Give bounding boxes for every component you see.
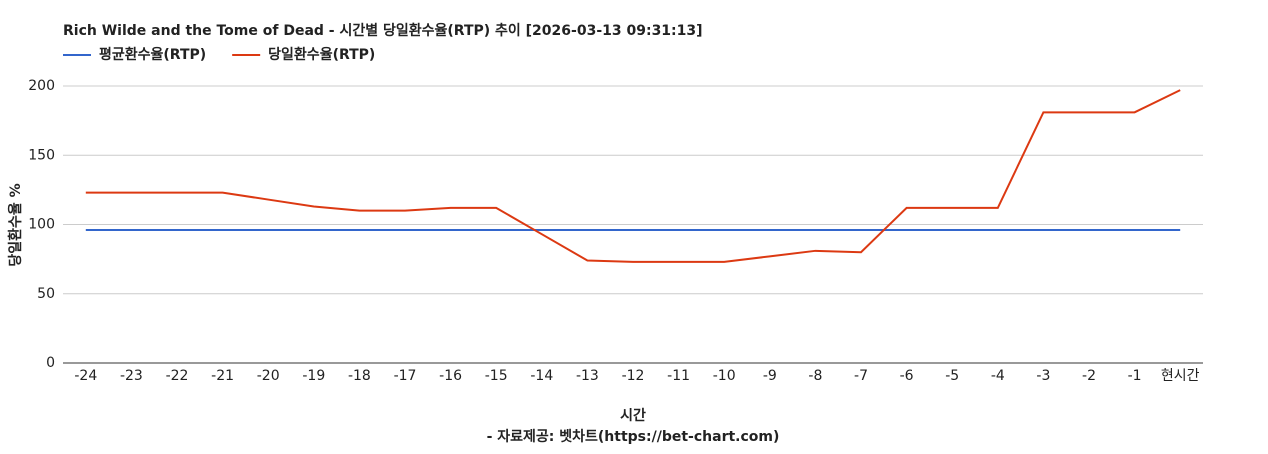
chart-title: Rich Wilde and the Tome of Dead - 시간별 당일…	[63, 22, 703, 39]
y-tick-label: 100	[28, 217, 55, 233]
y-axis-title: 당일환수율 %	[7, 183, 24, 266]
x-tick-label: -11	[667, 368, 690, 384]
x-tick-label: -4	[991, 368, 1005, 384]
x-tick-label: -6	[900, 368, 914, 384]
x-tick-label: -15	[485, 368, 508, 384]
x-tick-label: -21	[211, 368, 234, 384]
x-tick-label: -1	[1128, 368, 1142, 384]
x-tick-label: -16	[439, 368, 462, 384]
x-axis-title: 시간	[620, 407, 646, 424]
x-tick-label: -20	[257, 368, 280, 384]
x-tick-label: -10	[713, 368, 736, 384]
x-tick-label: -14	[530, 368, 553, 384]
x-tick-label: -8	[808, 368, 822, 384]
y-tick-label: 150	[28, 147, 55, 163]
line-series	[85, 89, 1181, 263]
x-tick-label: -22	[166, 368, 189, 384]
legend-label: 당일환수율(RTP)	[268, 46, 375, 63]
y-tick-label: 0	[46, 355, 55, 371]
x-tick-label: -5	[945, 368, 959, 384]
x-tick-label: 현시간	[1161, 368, 1200, 384]
y-tick-label: 50	[37, 286, 55, 302]
x-tick-label: -3	[1036, 368, 1050, 384]
x-tick-label: -19	[302, 368, 325, 384]
legend-label: 평균환수율(RTP)	[99, 46, 206, 63]
x-tick-label: -23	[120, 368, 143, 384]
x-tick-label: -9	[763, 368, 777, 384]
x-tick-label: -18	[348, 368, 371, 384]
x-tick-label: -13	[576, 368, 599, 384]
x-tick-label: -12	[622, 368, 645, 384]
x-tick-label: -2	[1082, 368, 1096, 384]
x-tick-label: -17	[394, 368, 417, 384]
footer: - 자료제공: 벳차트(https://bet-chart.com)	[487, 428, 780, 445]
x-tick-label: -7	[854, 368, 868, 384]
x-tick-label: -24	[74, 368, 97, 384]
y-tick-label: 200	[28, 78, 55, 94]
